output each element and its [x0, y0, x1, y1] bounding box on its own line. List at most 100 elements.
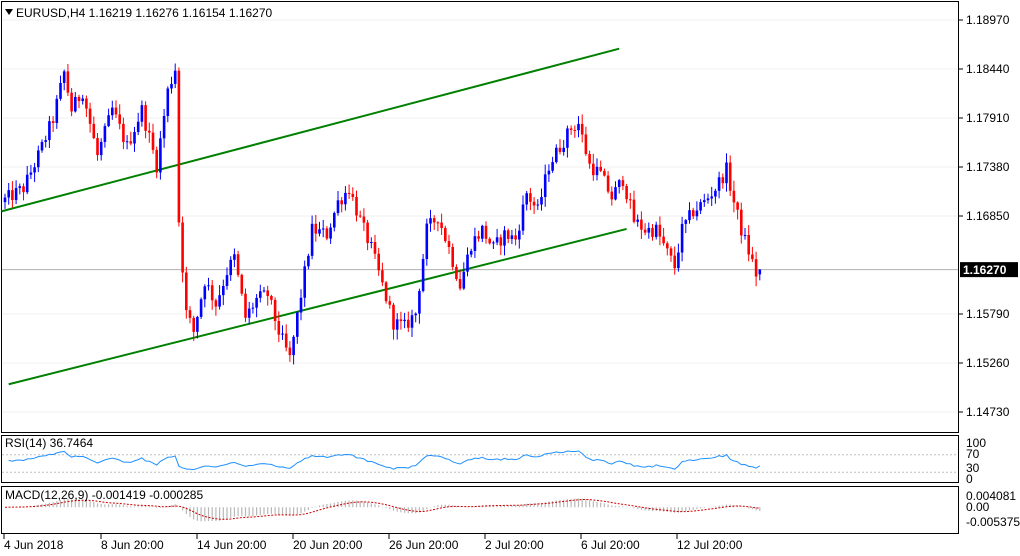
- candle-body: [551, 162, 554, 171]
- candle-body: [51, 121, 55, 123]
- candle-body: [344, 192, 347, 205]
- time-axis-tick-label: 14 Jun 20:00: [197, 538, 267, 552]
- candle-body: [381, 270, 384, 283]
- price-axis-tick-label: 1.18970: [966, 13, 1010, 27]
- candle-body: [262, 290, 266, 292]
- candle-body: [688, 210, 691, 221]
- candlestick-series[interactable]: [3, 63, 762, 365]
- time-axis-tick-label: 20 Jun 20:00: [293, 538, 363, 552]
- price-axis-tick-label: 1.14730: [966, 405, 1010, 419]
- candle-body: [77, 96, 81, 102]
- candle-body: [444, 228, 447, 242]
- candle-body: [680, 223, 684, 253]
- candle-body: [451, 247, 454, 267]
- price-axis-tick-label: 1.18440: [966, 62, 1010, 76]
- candle-body: [469, 250, 473, 255]
- candle-body: [706, 198, 710, 201]
- candle-body: [62, 71, 66, 83]
- macd-label: MACD(12,26,9) -0.001419 -0.000285: [5, 488, 203, 502]
- candle-body: [632, 199, 636, 222]
- candle-body: [370, 242, 373, 244]
- candle-body: [662, 236, 665, 244]
- candle-body: [569, 128, 573, 130]
- candle-body: [488, 238, 491, 244]
- channel-lower-line[interactable]: [8, 227, 627, 386]
- candle-body: [299, 297, 303, 313]
- candle-body: [510, 235, 514, 239]
- candle-body: [70, 92, 73, 112]
- macd-axis-tick-label: -0.005375: [966, 515, 1020, 529]
- trend-channel[interactable]: [1, 47, 627, 386]
- candle-body: [273, 299, 277, 322]
- candle-body: [758, 269, 762, 275]
- candle-body: [377, 253, 380, 271]
- candle-body: [610, 191, 614, 200]
- candle-body: [691, 210, 695, 217]
- candle-body: [455, 266, 458, 280]
- candle-body: [177, 70, 181, 223]
- candle-body: [621, 180, 625, 187]
- candle-body: [432, 218, 436, 223]
- candle-body: [181, 222, 184, 273]
- candle-body: [732, 190, 736, 203]
- candle-body: [111, 107, 114, 116]
- candle-body: [284, 333, 288, 348]
- channel-upper-line[interactable]: [1, 47, 620, 213]
- price-axis-tick-label: 1.17910: [966, 111, 1010, 125]
- candle-body: [584, 134, 588, 154]
- candle-body: [88, 108, 92, 124]
- candle-body: [747, 234, 750, 255]
- candle-body: [310, 223, 314, 256]
- candle-body: [403, 319, 406, 322]
- triangle-down-icon[interactable]: [5, 9, 13, 15]
- candle-body: [192, 317, 195, 332]
- candle-body: [155, 149, 158, 173]
- candle-body: [92, 123, 96, 139]
- current-price-badge: 1.16270: [960, 262, 1018, 278]
- candle-body: [277, 321, 281, 335]
- candle-body: [362, 216, 366, 223]
- price-pane[interactable]: 1.18970 1.18440 1.17910 1.17380 1.16850 1.157…: [1, 1, 1018, 433]
- candle-body: [44, 140, 47, 142]
- price-grid: [2, 19, 958, 413]
- candle-body: [725, 162, 728, 184]
- rsi-label: RSI(14) 36.7464: [5, 436, 93, 450]
- candle-body: [547, 170, 551, 175]
- candle-body: [721, 177, 725, 184]
- candle-body: [314, 223, 318, 234]
- chart-header[interactable]: EURUSD,H4 1.16219 1.16276 1.16154 1.1627…: [5, 6, 273, 20]
- candle-body: [540, 196, 543, 205]
- candle-body: [543, 174, 547, 197]
- candle-body: [588, 153, 591, 164]
- rsi-axis-tick-label: 30: [966, 461, 980, 475]
- candle-body: [407, 319, 410, 328]
- candle-body: [503, 230, 506, 246]
- candle-body: [506, 230, 510, 239]
- candle-body: [425, 223, 429, 260]
- candle-body: [210, 285, 214, 301]
- candle-body: [259, 291, 262, 298]
- price-pane-frame: [1, 1, 959, 433]
- candle-body: [170, 83, 173, 89]
- candle-body: [333, 212, 336, 228]
- candle-body: [532, 201, 536, 206]
- candle-body: [236, 254, 240, 275]
- candle-body: [81, 98, 84, 102]
- candle-body: [151, 132, 155, 150]
- candle-body: [166, 88, 170, 117]
- rsi-line: [8, 450, 761, 471]
- candle-body: [321, 228, 325, 230]
- candle-body: [536, 204, 540, 206]
- candle-body: [225, 275, 229, 286]
- price-axis-tick-label: 1.17380: [966, 160, 1010, 174]
- candle-body: [40, 141, 44, 151]
- candle-body: [122, 123, 125, 142]
- candle-body: [7, 190, 10, 198]
- candle-body: [514, 235, 517, 240]
- time-axis-tick-label: 26 Jun 20:00: [389, 538, 459, 552]
- candle-body: [266, 290, 269, 297]
